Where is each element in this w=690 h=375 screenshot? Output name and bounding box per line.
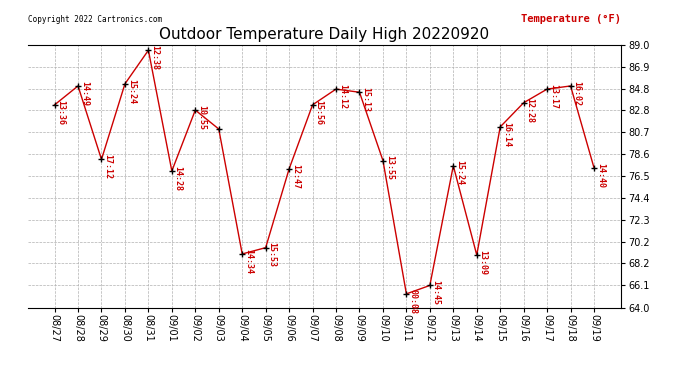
Text: 00:08: 00:08 (408, 289, 417, 314)
Text: 15:56: 15:56 (315, 100, 324, 124)
Text: 13:09: 13:09 (479, 250, 488, 275)
Text: 13:55: 13:55 (385, 155, 394, 180)
Text: 14:34: 14:34 (244, 249, 253, 274)
Text: 15:53: 15:53 (268, 242, 277, 267)
Text: 12:47: 12:47 (291, 164, 300, 189)
Text: 12:38: 12:38 (150, 45, 159, 70)
Text: 16:02: 16:02 (573, 81, 582, 106)
Text: 15:24: 15:24 (455, 160, 464, 186)
Text: Temperature (°F): Temperature (°F) (521, 14, 621, 24)
Text: 13:36: 13:36 (57, 100, 66, 124)
Text: 17:12: 17:12 (104, 154, 112, 179)
Text: 14:40: 14:40 (596, 163, 605, 188)
Text: 14:28: 14:28 (174, 166, 183, 191)
Text: 14:12: 14:12 (338, 84, 347, 109)
Text: 14:49: 14:49 (80, 81, 89, 106)
Text: 15:13: 15:13 (362, 87, 371, 112)
Text: 13:17: 13:17 (549, 84, 558, 109)
Text: 12:28: 12:28 (526, 98, 535, 123)
Text: 15:24: 15:24 (127, 79, 136, 104)
Text: Copyright 2022 Cartronics.com: Copyright 2022 Cartronics.com (28, 15, 161, 24)
Text: 10:55: 10:55 (197, 105, 206, 130)
Text: 14:45: 14:45 (432, 280, 441, 305)
Title: Outdoor Temperature Daily High 20220920: Outdoor Temperature Daily High 20220920 (159, 27, 489, 42)
Text: 16:14: 16:14 (502, 122, 511, 147)
